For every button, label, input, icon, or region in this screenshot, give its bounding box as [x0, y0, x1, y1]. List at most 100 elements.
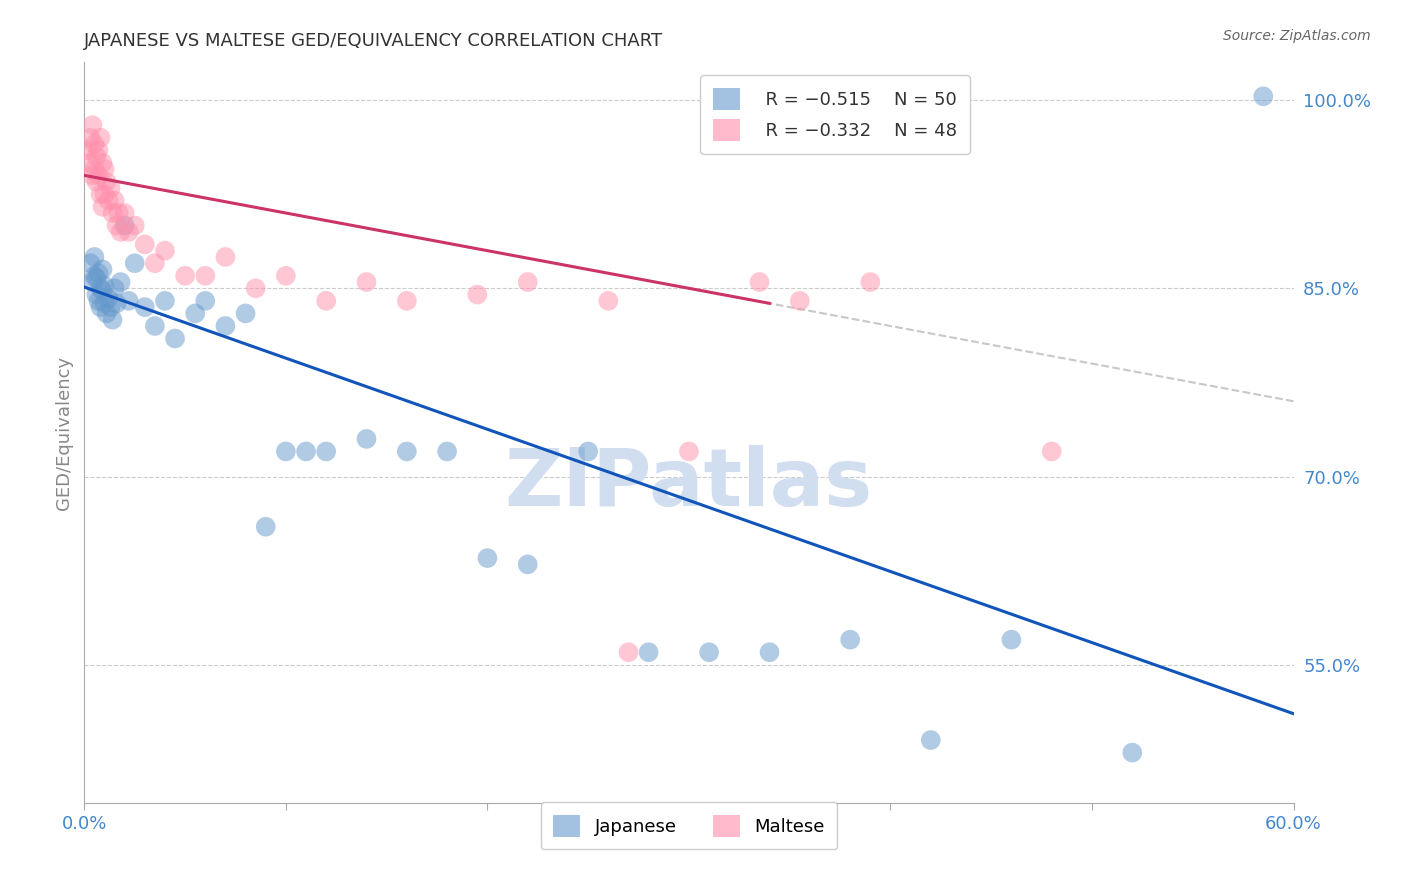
- Point: [83, 268, 105, 283]
- Point: [274, 268, 297, 283]
- Point: [395, 293, 418, 308]
- Point: [100, 181, 122, 195]
- Point: [89, 281, 111, 295]
- Point: [96, 175, 118, 189]
- Point: [93, 296, 115, 310]
- Point: [101, 206, 124, 220]
- Point: [91, 262, 114, 277]
- Point: [104, 281, 127, 295]
- Point: [105, 296, 128, 310]
- Point: [91, 200, 114, 214]
- Point: [678, 444, 700, 458]
- Point: [194, 293, 217, 308]
- Point: [1040, 444, 1063, 458]
- Point: [356, 432, 378, 446]
- Point: [758, 645, 780, 659]
- Point: [617, 645, 640, 659]
- Point: [1000, 632, 1022, 647]
- Point: [93, 162, 115, 177]
- Point: [91, 156, 114, 170]
- Point: [89, 300, 111, 314]
- Point: [79, 256, 101, 270]
- Text: JAPANESE VS MALTESE GED/EQUIVALENCY CORRELATION CHART: JAPANESE VS MALTESE GED/EQUIVALENCY CORR…: [84, 32, 664, 50]
- Point: [110, 275, 132, 289]
- Point: [82, 275, 104, 289]
- Point: [93, 278, 115, 293]
- Point: [214, 250, 236, 264]
- Text: ZIPatlas: ZIPatlas: [505, 445, 873, 524]
- Point: [245, 281, 267, 295]
- Point: [235, 306, 257, 320]
- Point: [118, 225, 141, 239]
- Point: [134, 237, 156, 252]
- Point: [789, 293, 811, 308]
- Point: [86, 150, 108, 164]
- Y-axis label: GED/Equivalency: GED/Equivalency: [55, 356, 73, 509]
- Point: [87, 143, 110, 157]
- Point: [134, 300, 156, 314]
- Point: [79, 156, 101, 170]
- Point: [174, 268, 197, 283]
- Point: [598, 293, 620, 308]
- Point: [194, 268, 217, 283]
- Point: [124, 219, 146, 233]
- Point: [124, 256, 146, 270]
- Point: [637, 645, 659, 659]
- Point: [104, 194, 127, 208]
- Point: [114, 219, 136, 233]
- Point: [86, 175, 108, 189]
- Point: [100, 300, 122, 314]
- Point: [477, 551, 499, 566]
- Text: Source: ZipAtlas.com: Source: ZipAtlas.com: [1223, 29, 1371, 44]
- Point: [516, 558, 538, 572]
- Point: [77, 143, 100, 157]
- Point: [82, 118, 104, 132]
- Point: [356, 275, 378, 289]
- Point: [96, 306, 118, 320]
- Point: [89, 187, 111, 202]
- Point: [82, 169, 104, 183]
- Point: [89, 130, 111, 145]
- Point: [153, 244, 176, 258]
- Point: [143, 318, 166, 333]
- Point: [859, 275, 882, 289]
- Point: [165, 331, 187, 345]
- Point: [143, 256, 166, 270]
- Point: [315, 293, 337, 308]
- Point: [114, 206, 136, 220]
- Point: [516, 275, 538, 289]
- Point: [97, 291, 120, 305]
- Point: [86, 271, 108, 285]
- Point: [576, 444, 599, 458]
- Point: [1253, 89, 1275, 103]
- Point: [79, 130, 101, 145]
- Point: [87, 169, 110, 183]
- Point: [748, 275, 770, 289]
- Point: [83, 250, 105, 264]
- Point: [839, 632, 862, 647]
- Point: [184, 306, 207, 320]
- Point: [395, 444, 418, 458]
- Point: [118, 293, 141, 308]
- Point: [295, 444, 318, 458]
- Point: [105, 219, 128, 233]
- Point: [93, 187, 115, 202]
- Point: [91, 284, 114, 298]
- Legend: Japanese, Maltese: Japanese, Maltese: [540, 802, 838, 849]
- Point: [110, 225, 132, 239]
- Point: [467, 287, 489, 301]
- Point: [86, 287, 108, 301]
- Point: [920, 733, 942, 747]
- Point: [436, 444, 458, 458]
- Point: [274, 444, 297, 458]
- Point: [214, 318, 236, 333]
- Point: [107, 206, 129, 220]
- Point: [254, 520, 277, 534]
- Point: [83, 162, 105, 177]
- Point: [83, 136, 105, 151]
- Point: [1121, 746, 1143, 760]
- Point: [87, 293, 110, 308]
- Point: [315, 444, 337, 458]
- Point: [97, 194, 120, 208]
- Point: [153, 293, 176, 308]
